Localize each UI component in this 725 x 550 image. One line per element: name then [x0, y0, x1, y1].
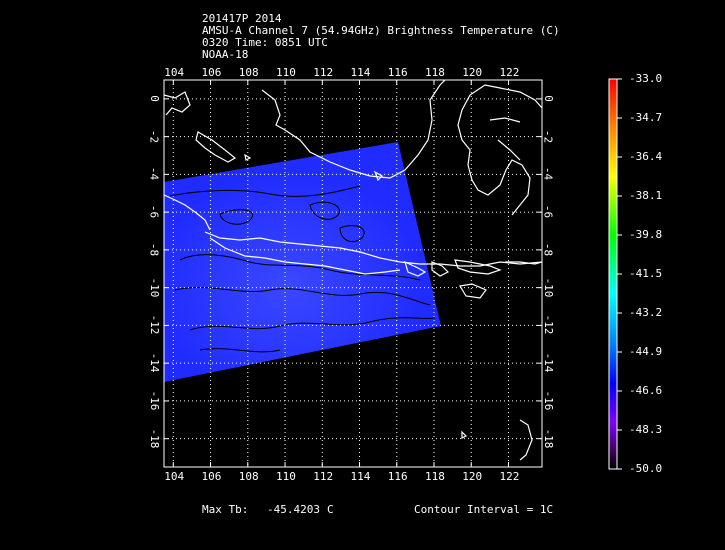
lon-tick-label-bottom: 112 [313, 470, 334, 483]
lon-tick-label-bottom: 116 [387, 470, 408, 483]
lon-tick-label-top: 104 [164, 66, 185, 79]
lon-tick-label-bottom: 104 [164, 470, 185, 483]
lon-tick-label-top: 108 [238, 66, 259, 79]
lat-tick-label-right: -6 [541, 205, 555, 219]
colorbar [608, 78, 618, 470]
lat-tick-label-left: 0 [147, 95, 161, 102]
coast-java-south [209, 237, 401, 275]
coast-flores [505, 261, 542, 265]
frame-ticks [164, 80, 542, 467]
colorbar-label: -44.9 [629, 345, 663, 358]
lon-tick-label-top: 106 [201, 66, 222, 79]
colorbar-label: -48.3 [629, 423, 663, 436]
colorbar-label: -39.8 [629, 228, 663, 241]
coast-islands-se [519, 419, 533, 461]
lat-tick-label-right: -14 [541, 352, 555, 373]
lat-tick-label-left: -10 [147, 277, 161, 298]
header-line-1: 201417P 2014 [202, 12, 282, 25]
lat-tick-label-right: 0 [541, 95, 555, 102]
colorbar-label: -38.1 [629, 189, 663, 202]
lat-tick-label-left: -12 [147, 314, 161, 335]
lon-tick-label-bottom: 110 [276, 470, 296, 483]
lat-tick-label-right: -18 [541, 428, 555, 449]
max-tb-label: Max Tb: [202, 503, 249, 516]
lon-tick-label-bottom: 122 [499, 470, 520, 483]
coast-sumatra-south [164, 194, 211, 231]
lat-tick-label-left: -4 [147, 167, 161, 181]
coast-islet-1 [461, 430, 468, 439]
lat-tick-label-right: -10 [541, 277, 555, 298]
contour-lines [169, 185, 436, 353]
colorbar-label: -43.2 [629, 306, 663, 319]
max-tb-unit: C [327, 503, 334, 516]
lon-tick-label-bottom: 118 [425, 470, 445, 483]
coast-islet-3 [244, 153, 252, 161]
coast-lombok [431, 261, 450, 277]
coast-sumatra [164, 91, 191, 116]
lat-tick-label-left: -16 [147, 390, 161, 411]
colorbar-label: -50.0 [629, 462, 663, 475]
lat-tick-label-right: -12 [541, 314, 555, 335]
map-frame [163, 79, 543, 468]
colorbar-ticks [617, 78, 622, 470]
lon-tick-label-bottom: 108 [238, 470, 259, 483]
coast-islet-2 [373, 170, 383, 182]
lon-tick-label-top: 116 [387, 66, 408, 79]
lat-tick-label-left: -6 [147, 205, 161, 219]
coast-sumbawa [454, 259, 502, 275]
lat-tick-label-left: -2 [147, 129, 161, 143]
coast-sumba [459, 283, 487, 299]
lon-tick-label-top: 122 [499, 66, 520, 79]
lat-tick-label-right: -4 [541, 167, 555, 181]
lon-tick-label-bottom: 120 [462, 470, 483, 483]
coast-bangka [195, 131, 237, 163]
lon-tick-label-top: 110 [276, 66, 296, 79]
lon-tick-label-top: 120 [462, 66, 483, 79]
lon-tick-label-top: 114 [350, 66, 371, 79]
coast-bali [404, 260, 427, 277]
coast-sulawesi [457, 84, 542, 216]
colorbar-label: -36.4 [629, 150, 663, 163]
colorbar-label: -33.0 [629, 72, 663, 85]
lat-tick-label-right: -8 [541, 242, 555, 257]
coastlines [164, 80, 542, 461]
lon-tick-label-top: 118 [425, 66, 445, 79]
header-line-3: 0320 Time: 0851 UTC [202, 36, 328, 49]
lon-tick-label-top: 112 [313, 66, 334, 79]
header-line-2: AMSU-A Channel 7 (54.94GHz) Brightness T… [202, 24, 560, 37]
lon-tick-label-bottom: 114 [350, 470, 371, 483]
colorbar-label: -41.5 [629, 267, 663, 280]
lat-tick-label-left: -8 [147, 242, 161, 257]
lat-tick-label-right: -2 [541, 129, 555, 143]
max-tb-value: -45.4203 [267, 503, 320, 516]
contour-interval: Contour Interval = 1C [414, 503, 554, 516]
header-line-4: NOAA-18 [202, 48, 249, 61]
lat-tick-label-left: -14 [147, 352, 161, 373]
colorbar-label: -46.6 [629, 384, 663, 397]
lat-tick-label-left: -18 [147, 428, 161, 449]
colorbar-label: -34.7 [629, 111, 663, 124]
coast-java-north [204, 231, 542, 267]
graticule [164, 80, 542, 467]
lon-tick-label-bottom: 106 [201, 470, 222, 483]
lat-tick-label-right: -16 [541, 390, 555, 411]
